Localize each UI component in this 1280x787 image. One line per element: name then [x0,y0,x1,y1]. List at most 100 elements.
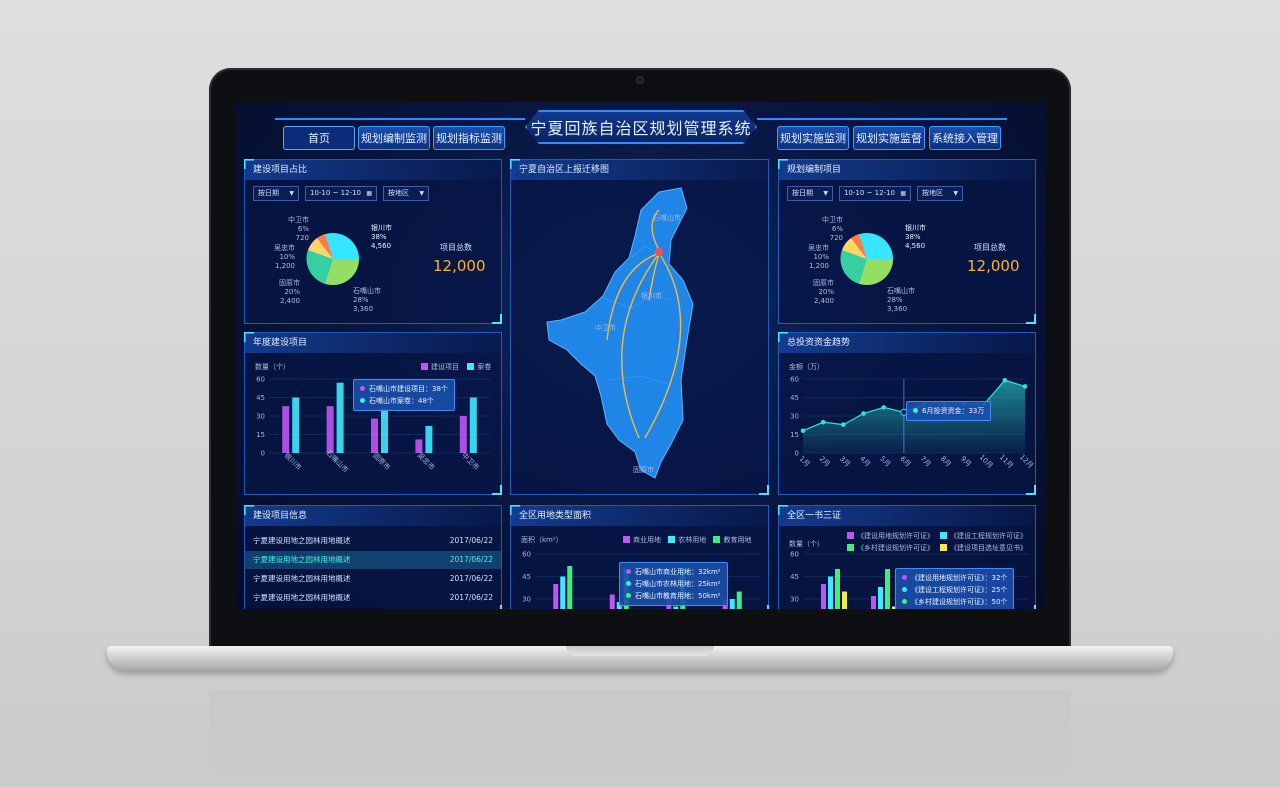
pie-chart [306,233,359,285]
panel-title: 全区用地类型面积 [511,506,768,526]
label-name: 固原市 [279,279,300,287]
bar [842,591,847,609]
panel-investment-trend: 总投资资金趋势 金额（万） 0 15 30 45 60 1月 2月 3月 4月 5月 6月 7月 8月 9… [778,332,1036,495]
y-tick-label: 0 [261,450,265,458]
border-line [606,375,668,385]
y-tick-label: 60 [790,376,799,384]
x-tick-label: 12月 [1018,453,1035,470]
annual-tooltip: 石嘴山市建设项目：38个 石嘴山市案卷：48个 [353,379,455,411]
label-value: 2,400 [279,297,300,305]
tooltip-dot [626,593,631,598]
list-item[interactable]: 宁夏建设用地之园林用地概述 2017/06/22 [245,589,501,607]
nav-planning-monitor[interactable]: 规划编制监测 [358,126,430,150]
map-label-guyuan: 固原市 [633,465,654,474]
row-date: 2017/06/22 [449,555,493,564]
label-pct: 20% [818,288,834,296]
bar [560,576,566,609]
pie-slice-shizuishan [325,259,359,285]
date-range-value: 10-10 ~ 12-10 [844,189,895,197]
legend-swatch-agri [668,536,676,543]
row-text: 宁夏建设用地之园林用地概述 [253,555,351,564]
date-range-picker[interactable]: 10-10 ~ 12-10 ▦ [839,186,911,201]
y-tick-label: 30 [256,413,265,421]
x-tick-label: 银川市 [282,451,303,472]
nav-implement-monitor[interactable]: 规划实施监测 [777,126,849,150]
panel-title: 年度建设项目 [245,333,501,353]
nav-indicator-monitor[interactable]: 规划指标监测 [433,126,505,150]
tooltip-line: 《建设用地规划许可证》：32个 [902,572,1007,584]
y-tick-label: 45 [522,573,531,581]
legend-label: 《建设用地规划许可证》 [857,532,934,540]
y-axis-label: 数量（个） [789,540,824,548]
bar [736,591,742,609]
panel-title: 规划编制项目 [779,160,1035,180]
list-item-active[interactable]: 宁夏建设用地之园林用地概述 2017/06/22 [245,551,501,569]
pie-slice-shizuishan [859,259,893,285]
label-value: 1,200 [274,262,295,270]
bar [821,584,826,609]
tooltip-dot [913,408,918,413]
panel-title: 全区一书三证 [779,506,1035,526]
label-pct: 10% [279,253,295,261]
y-tick-label: 60 [522,551,531,559]
panel-title: 建设项目占比 [245,160,501,180]
bar [828,576,833,609]
bar [459,416,467,453]
y-tick-label: 45 [790,394,799,402]
date-type-select[interactable]: 按日期 ▼ [787,186,833,201]
region-type-select[interactable]: 按地区 ▼ [383,186,429,201]
label-value: 4,560 [905,242,926,250]
nav-system-access[interactable]: 系统接入管理 [929,126,1001,150]
x-tick-label: 11月 [998,453,1015,470]
label-name: 银川市 [905,224,926,232]
chevron-down-icon: ▼ [823,190,828,197]
calendar-icon: ▦ [900,190,906,197]
pie-label-wuzhong: 吴忠市 10% 1,200 [265,244,295,271]
x-tick-label: 3月 [838,455,852,469]
legend-swatch [847,544,854,551]
row-text: 宁夏建设用地之园林用地概述 [253,574,351,583]
tooltip-line: 石嘴山市案卷：48个 [360,395,448,407]
y-tick-label: 0 [795,450,799,458]
app-title: 宁夏回族自治区规划管理系统 [525,110,757,144]
legend-row: 《建设用地规划许可证》 《建设工程规划许可证》 [847,530,1033,542]
region-type-select[interactable]: 按地区 ▼ [917,186,963,201]
date-range-picker[interactable]: 10-10 ~ 12-10 ▦ [305,186,377,201]
label-name: 中卫市 [288,216,309,224]
data-point [841,422,846,427]
y-tick-label: 30 [790,413,799,421]
bar [885,569,890,609]
tooltip-line: 石嘴山市农林用地：25km² [626,578,721,590]
x-tick-label: 5月 [878,455,892,469]
label-name: 固原市 [813,279,834,287]
date-type-select[interactable]: 按日期 ▼ [253,186,299,201]
bar [673,606,679,609]
pie-slice-zhongwei [317,234,333,259]
list-item[interactable]: 宁夏建设用地之园林用地概述 2017/06/22 [245,570,501,588]
legend-label: 建设项目 [431,363,459,371]
row-text: 宁夏建设用地之园林用地概述 [253,536,351,545]
legend: 商业用地 农林用地 教育用地 [623,536,751,545]
pie-chart [840,233,893,285]
pie-label-shizuishan: 石嘴山市 28% 3,360 [353,287,381,314]
legend: 建设项目 案卷 [421,363,491,372]
label-value: 3,360 [353,305,374,313]
tooltip-dot [360,386,365,391]
pie-label-guyuan: 固原市 20% 2,400 [804,279,834,306]
tooltip-dot [902,575,907,580]
migration-line-shizuishan [651,209,660,251]
nav-home[interactable]: 首页 [283,126,355,150]
tooltip-text: 石嘴山市教育用地：50km² [635,592,721,600]
select-value: 按日期 [792,189,813,197]
y-tick-label: 60 [790,551,799,559]
panel-annual-projects: 年度建设项目 数量（个） 建设项目 案卷 0 15 30 45 60 银川市 石嘴山市 固原市… [244,332,502,495]
calendar-icon: ▦ [366,190,372,197]
nav-implement-supervise[interactable]: 规划实施监督 [853,126,925,150]
legend-swatch [940,544,947,551]
bar [878,587,883,609]
data-point [881,405,887,410]
list-item[interactable]: 宁夏建设用地之园林用地概述 2017/06/22 [245,532,501,550]
label-pct: 38% [371,233,387,241]
bar [835,569,840,609]
reflection [209,690,1071,787]
